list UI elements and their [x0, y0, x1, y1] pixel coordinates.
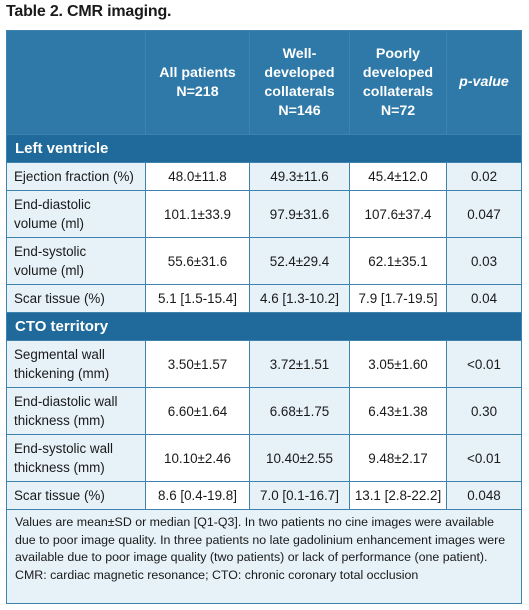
row-label: End-systolic volume (ml) [6, 237, 146, 285]
cell-all: 6.60±1.64 [145, 387, 250, 435]
cell-p: 0.30 [446, 387, 522, 435]
table-row: Scar tissue (%) 8.6 [0.4-19.8] 7.0 [0.1-… [6, 481, 522, 510]
row-label: Scar tissue (%) [6, 284, 146, 313]
cell-all: 101.1±33.9 [145, 190, 250, 238]
cell-poor: 7.9 [1.7-19.5] [349, 284, 447, 313]
cell-all: 8.6 [0.4-19.8] [145, 481, 250, 510]
cell-p: 0.048 [446, 481, 522, 510]
section-title: Left ventricle [6, 134, 522, 163]
row-label: End-systolic wall thickness (mm) [6, 434, 146, 482]
cell-all: 5.1 [1.5-15.4] [145, 284, 250, 313]
row-label: End-diastolic wall thickness (mm) [6, 387, 146, 435]
cell-poor: 9.48±2.17 [349, 434, 447, 482]
table-row: Scar tissue (%) 5.1 [1.5-15.4] 4.6 [1.3-… [6, 284, 522, 313]
cell-poor: 107.6±37.4 [349, 190, 447, 238]
row-label: Ejection fraction (%) [6, 162, 146, 191]
cell-well: 52.4±29.4 [249, 237, 350, 285]
cell-well: 6.68±1.75 [249, 387, 350, 435]
row-label: Scar tissue (%) [6, 481, 146, 510]
cell-p: 0.04 [446, 284, 522, 313]
cell-poor: 45.4±12.0 [349, 162, 447, 191]
cell-poor: 6.43±1.38 [349, 387, 447, 435]
cell-p: <0.01 [446, 434, 522, 482]
cell-poor: 13.1 [2.8-22.2] [349, 481, 447, 510]
header-all-patients: All patients N=218 [145, 30, 250, 135]
header-well-developed: Well- developed collaterals N=146 [249, 30, 350, 135]
table-row: End-diastolic volume (ml) 101.1±33.9 97.9… [6, 190, 522, 238]
table-row: End-diastolic wall thickness (mm) 6.60±1.… [6, 387, 522, 435]
cell-well: 3.72±1.51 [249, 340, 350, 388]
row-label: End-diastolic volume (ml) [6, 190, 146, 238]
cell-well: 97.9±31.6 [249, 190, 350, 238]
cell-well: 10.40±2.55 [249, 434, 350, 482]
cell-poor: 3.05±1.60 [349, 340, 447, 388]
row-label: Segmental wall thickening (mm) [6, 340, 146, 388]
cell-well: 49.3±11.6 [249, 162, 350, 191]
header-poorly-developed: Poorly developed collaterals N=72 [349, 30, 447, 135]
cell-poor: 62.1±35.1 [349, 237, 447, 285]
cell-all: 55.6±31.6 [145, 237, 250, 285]
table-row: Segmental wall thickening (mm) 3.50±1.57 … [6, 340, 522, 388]
cell-p: 0.02 [446, 162, 522, 191]
table-row: End-systolic wall thickness (mm) 10.10±2.… [6, 434, 522, 482]
header-p-value: p-value [446, 30, 522, 135]
cell-p: 0.047 [446, 190, 522, 238]
table-footnote: Values are mean±SD or median [Q1-Q3]. In… [6, 509, 522, 604]
section-left-ventricle: Left ventricle [6, 134, 522, 163]
cell-well: 7.0 [0.1-16.7] [249, 481, 350, 510]
cell-all: 10.10±2.46 [145, 434, 250, 482]
cell-p: <0.01 [446, 340, 522, 388]
section-title: CTO territory [6, 312, 522, 341]
cmr-table: All patients N=218 Well- developed colla… [6, 30, 522, 604]
cell-p: 0.03 [446, 237, 522, 285]
table-title: Table 2. CMR imaging. [6, 3, 172, 20]
header-row: All patients N=218 Well- developed colla… [6, 30, 522, 135]
cell-well: 4.6 [1.3-10.2] [249, 284, 350, 313]
header-empty [6, 30, 146, 135]
table-row: Ejection fraction (%) 48.0±11.8 49.3±11.… [6, 162, 522, 191]
section-cto-territory: CTO territory [6, 312, 522, 341]
table-row: End-systolic volume (ml) 55.6±31.6 52.4±2… [6, 237, 522, 285]
footnote-row: Values are mean±SD or median [Q1-Q3]. In… [6, 509, 522, 604]
cell-all: 48.0±11.8 [145, 162, 250, 191]
cell-all: 3.50±1.57 [145, 340, 250, 388]
